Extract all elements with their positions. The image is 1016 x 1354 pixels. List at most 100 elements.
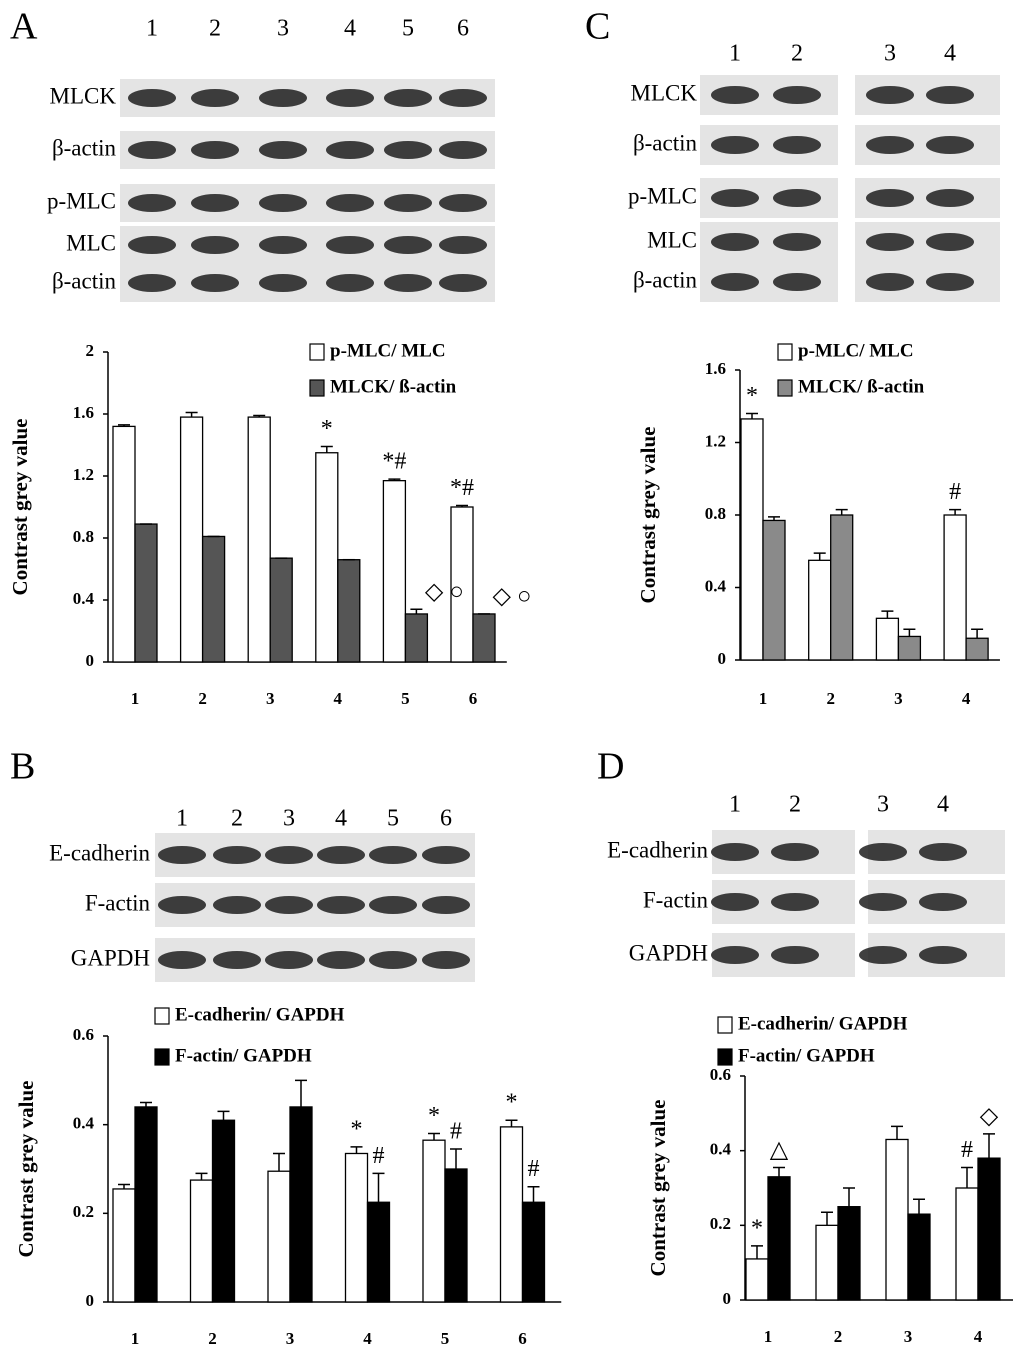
y-axis-label: Contrast grey value (14, 1081, 38, 1258)
blot-band (213, 896, 261, 914)
y-tick-label: 0.4 (705, 576, 727, 595)
x-tick-label: 1 (131, 1329, 140, 1348)
error-bar (295, 1079, 307, 1107)
legend-label: MLCK/ ß-actin (798, 376, 925, 397)
panel-letter: C (585, 6, 610, 48)
blot-band (773, 86, 821, 104)
bar (767, 1176, 791, 1301)
y-tick-label: 0 (718, 649, 727, 668)
x-tick-label: 1 (759, 689, 768, 708)
significance-label: ◇ ○ (425, 579, 464, 605)
y-tick-label: 1.6 (73, 403, 94, 422)
lane-label: 2 (789, 792, 801, 818)
bar (269, 557, 293, 663)
x-tick-label: 2 (834, 1327, 843, 1346)
blot-band (859, 843, 907, 861)
blot-band (213, 846, 261, 864)
lane-label: 1 (729, 41, 741, 67)
bar (112, 1188, 136, 1303)
error-bar (350, 1146, 363, 1154)
significance-label: △ (770, 1137, 789, 1163)
blot-strip (120, 264, 495, 302)
y-tick-label: 0.6 (73, 1025, 94, 1044)
x-tick-label: 2 (826, 689, 835, 708)
blot-band (369, 951, 417, 969)
blot-band (711, 893, 759, 911)
blot-band (773, 189, 821, 207)
x-tick-label: 3 (286, 1329, 295, 1348)
error-bar (185, 411, 198, 418)
y-tick-label: 1.2 (705, 431, 726, 450)
x-tick-label: 4 (962, 689, 971, 708)
y-tick-label: 0.4 (73, 1114, 95, 1133)
y-tick-label: 2 (86, 341, 95, 360)
blot-row-label: MLCK (50, 83, 117, 108)
y-axis-label: Contrast grey value (646, 1100, 670, 1277)
blot-band (158, 846, 206, 864)
blot-band (711, 189, 759, 207)
error-bar (773, 1166, 785, 1177)
lane-label: 4 (335, 806, 347, 832)
x-tick-label: 5 (441, 1329, 450, 1348)
y-tick-label: 0.8 (73, 527, 94, 546)
blot-band (711, 273, 759, 291)
bar (745, 1258, 769, 1301)
lane-label: 6 (457, 16, 469, 42)
legend-swatch (309, 343, 325, 361)
blot-band (439, 236, 487, 254)
error-bar (450, 1148, 462, 1169)
lane-label: 3 (277, 16, 289, 42)
blot-row-label: E-cadherin (49, 840, 150, 865)
legend-label: E-cadherin/ GAPDH (175, 1004, 345, 1025)
bar (977, 1157, 1001, 1301)
bar (740, 418, 764, 661)
error-bar (410, 608, 423, 614)
blot-band (866, 86, 914, 104)
blot-band (773, 136, 821, 154)
panel-letter: D (597, 746, 624, 788)
error-bar (388, 478, 401, 481)
y-axis-label: Contrast grey value (8, 419, 32, 596)
blot-band (384, 89, 432, 107)
significance-label: * (506, 1090, 518, 1116)
lane-label: 4 (937, 792, 949, 818)
bar (422, 1139, 446, 1303)
blot-band (771, 946, 819, 964)
blot-band (326, 274, 374, 292)
blot-band (259, 89, 307, 107)
bar (907, 1213, 931, 1301)
legend-label: p-MLC/ MLC (330, 340, 446, 361)
error-bar (118, 424, 130, 427)
blot-band (326, 89, 374, 107)
blot-band (926, 233, 974, 251)
blot-row-label: MLC (66, 230, 116, 255)
lane-label: 5 (387, 806, 399, 832)
bar (289, 1106, 313, 1303)
blot-band (326, 194, 374, 212)
y-tick-label: 1.2 (73, 465, 94, 484)
error-bar (903, 628, 916, 637)
x-tick-label: 6 (518, 1329, 527, 1348)
blot-strip (155, 938, 475, 982)
blot-band (926, 273, 974, 291)
blot-row-label: β-actin (633, 267, 698, 292)
legend-label: F-actin/ GAPDH (738, 1045, 875, 1066)
blot-band (439, 89, 487, 107)
error-bar (843, 1187, 855, 1207)
blot-band (866, 233, 914, 251)
blot-band (919, 843, 967, 861)
blot-band (711, 136, 759, 154)
bar (762, 519, 786, 661)
bar (499, 1126, 524, 1303)
bar (472, 613, 496, 663)
blot-band (919, 893, 967, 911)
x-tick-label: 4 (974, 1327, 983, 1346)
significance-label: *# (382, 449, 406, 475)
lane-label: 1 (176, 806, 188, 832)
x-tick-label: 1 (131, 689, 140, 708)
legend-label: MLCK/ ß-actin (330, 376, 457, 397)
bar (189, 1179, 214, 1303)
blot-band (259, 236, 307, 254)
y-tick-label: 0 (723, 1289, 732, 1308)
y-tick-label: 0.2 (710, 1214, 731, 1233)
